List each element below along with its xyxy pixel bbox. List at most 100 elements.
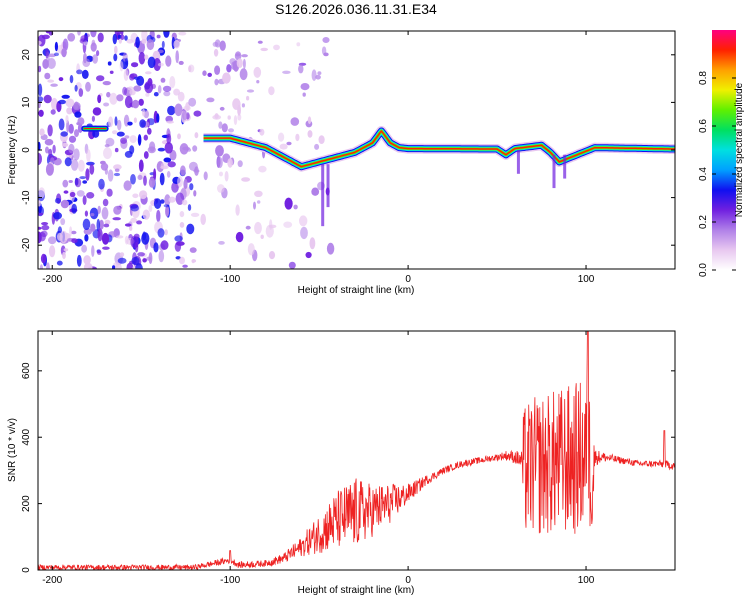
spectrogram-cell [123, 69, 129, 81]
spectrogram-cell [108, 116, 114, 128]
colorbar-tick-label: 0.8 [698, 71, 709, 85]
spectrogram-cell [112, 33, 118, 45]
spectrogram-cell [236, 58, 243, 69]
spectrogram-cell [229, 58, 236, 65]
spectrogram-cell [167, 161, 176, 168]
spectrogram-cell [67, 33, 76, 42]
spectrogram-cell [139, 190, 148, 200]
spectrogram-cell [235, 204, 240, 216]
spectrogram-cell [58, 77, 64, 82]
spectrogram-cell [227, 115, 231, 120]
spectrogram-cell [148, 177, 156, 188]
spectrogram-cell [254, 190, 263, 197]
spectrogram-cell [295, 133, 300, 142]
spectrogram-cell [117, 257, 127, 264]
spectrogram-cell [217, 157, 223, 169]
spectrogram-cell [119, 60, 124, 72]
spectrogram-cell [178, 31, 187, 36]
spectrogram-cell [83, 52, 87, 64]
spectrogram-cell [86, 192, 95, 199]
spectrogram-cell [77, 159, 85, 172]
spectrogram-cell [254, 221, 262, 235]
spectrogram-cell [47, 53, 56, 58]
spectrogram-cell [268, 86, 275, 96]
spectrogram-cell [127, 121, 133, 126]
spectrogram-cell [80, 35, 89, 43]
spectrogram-cell [66, 107, 73, 115]
spectrogram-cell [38, 109, 44, 117]
spectrogram-cell [145, 71, 152, 75]
spectrogram-cell [188, 161, 198, 171]
spectrogram-cell [235, 53, 241, 57]
spectrogram-cell [193, 110, 202, 117]
spectrogram-cell [235, 231, 244, 243]
spectrogram-cell [96, 218, 101, 232]
spectrogram-cell [122, 86, 127, 96]
spectrogram-cell [133, 76, 140, 81]
spectrogram-cell [147, 127, 152, 135]
spectrogram-cell [53, 212, 62, 220]
spectrogram-cell [64, 157, 72, 167]
spectrogram-cell [62, 251, 66, 260]
spectrogram-cell [169, 149, 177, 161]
spectrogram-cell [188, 97, 197, 107]
spectrogram-cell [74, 84, 78, 92]
spectrogram-cell [82, 180, 88, 184]
spectrogram-cell [124, 95, 133, 109]
spectrogram-cell [300, 83, 310, 91]
spectrogram-cell [38, 226, 42, 230]
spectrogram-cell [148, 205, 153, 212]
x-tick-label: -100 [220, 274, 240, 285]
spectrogram-cell [130, 204, 139, 212]
spectrogram-cell [158, 250, 165, 263]
spectrogram-cell [143, 134, 148, 141]
spectrogram-cell [138, 159, 144, 172]
spectrogram-cell [187, 204, 192, 211]
spectrogram-cell [179, 222, 185, 228]
spectrogram-cell [41, 224, 50, 231]
colorbar: 0.0 0.2 0.4 0.6 0.8 Normalized spectral ampl… [698, 30, 745, 277]
spectrogram-cell [146, 39, 155, 51]
spectrogram-cell [45, 163, 54, 176]
spectrogram-cell [114, 45, 118, 55]
spectrogram-cell [114, 147, 119, 153]
spectrogram-cell [228, 128, 234, 133]
spectrogram-cell [177, 91, 185, 102]
spectrogram-cell [76, 69, 83, 75]
spectrogram-cell [232, 98, 241, 110]
spectrogram-cell [102, 246, 110, 250]
figure-title: S126.2026.036.11.31.E34 [275, 1, 437, 17]
spectrogram-cell [178, 60, 184, 65]
spectrogram-cell [148, 252, 153, 265]
spectrogram-cell [62, 179, 69, 188]
spectrogram-cell [166, 171, 171, 178]
spectrogram-cell [138, 51, 146, 65]
spectrogram-cell [124, 35, 128, 41]
spectrogram-cell [132, 193, 139, 199]
spectrogram-cell [194, 132, 199, 139]
spectrogram-cell [41, 34, 50, 40]
spectrogram-cell [113, 53, 118, 62]
spectrogram-cell [86, 161, 95, 166]
spectrogram-cell [182, 110, 188, 121]
spectrogram-cell [217, 184, 225, 193]
spectrogram-cell [259, 128, 265, 136]
spectrogram-cell [119, 252, 125, 257]
spectrogram-cell [212, 114, 222, 120]
y-tick-label: 20 [21, 49, 32, 61]
colorbar-tick-label: 0.2 [698, 215, 709, 229]
spectrogram-cell [48, 148, 53, 157]
spectrogram-cell [61, 142, 69, 147]
spectrogram-cell [214, 39, 221, 48]
spectrogram-cell [124, 135, 130, 139]
spectrogram-cell [163, 204, 170, 208]
spectrogram-cell [130, 174, 136, 185]
spectrogram-cell [207, 72, 212, 77]
spectrogram-cell [305, 251, 312, 259]
snr-panel: -200 -100 0 100 0 200 400 600 Height of straig… [7, 330, 676, 596]
spectrogram-cell [253, 201, 256, 210]
spectrogram-cell [160, 162, 168, 169]
spectrogram-cell [132, 99, 140, 109]
spectrogram-cell [192, 145, 198, 152]
spectrogram-cell [174, 235, 183, 242]
